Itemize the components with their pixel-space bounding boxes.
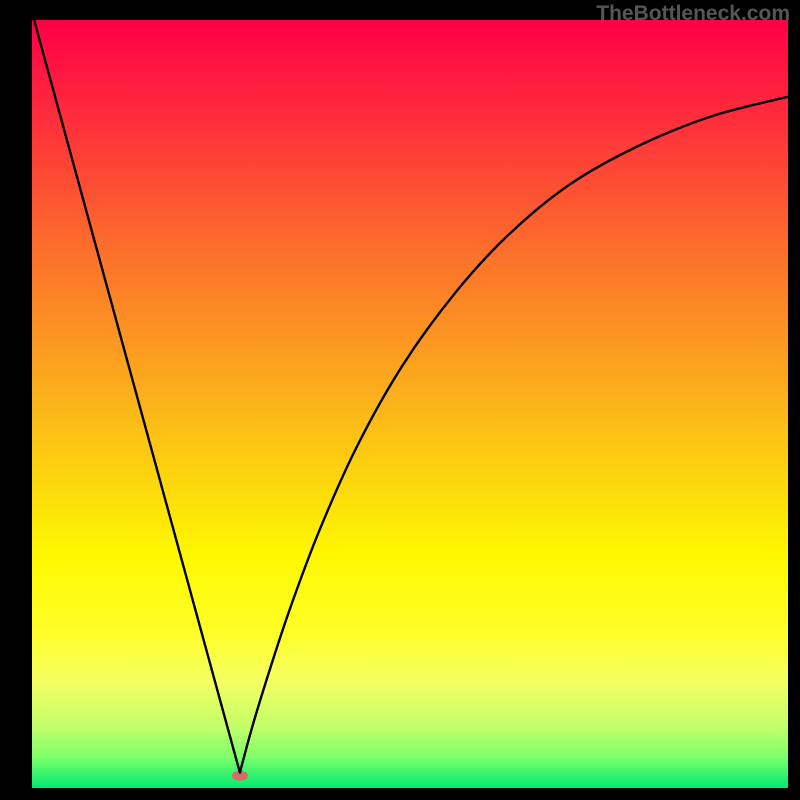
plot-area [32,20,788,788]
gradient-background [32,20,788,788]
watermark-text: TheBottleneck.com [596,2,790,26]
plot-svg [32,20,788,788]
chart-container: TheBottleneck.com [0,0,800,800]
